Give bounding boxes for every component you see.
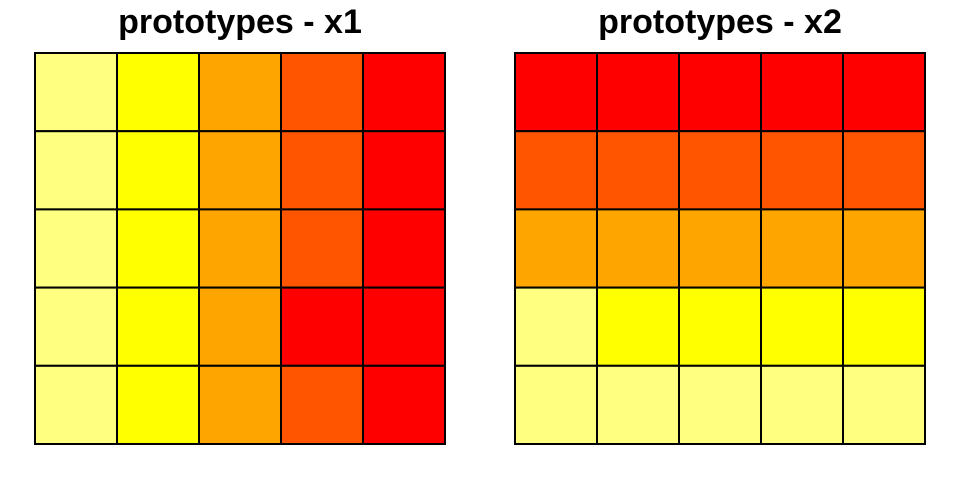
heatmap-cell-1-r3-c3 bbox=[198, 208, 282, 289]
heatmap-cell-2-r2-c5 bbox=[842, 130, 926, 211]
heatmap-cell-2-r5-c1 bbox=[514, 364, 598, 445]
heatmap-cell-2-r3-c4 bbox=[760, 208, 844, 289]
heatmap-cell-1-r3-c4 bbox=[280, 208, 364, 289]
heatmap-cell-1-r1-c1 bbox=[34, 52, 118, 133]
heatmap-cell-2-r3-c3 bbox=[678, 208, 762, 289]
chart-title-x2: prototypes - x2 bbox=[598, 3, 842, 41]
heatmap-cell-2-r1-c3 bbox=[678, 52, 762, 133]
heatmap-cell-2-r3-c1 bbox=[514, 208, 598, 289]
heatmap-cell-1-r4-c2 bbox=[116, 286, 200, 367]
heatmap-cell-1-r5-c1 bbox=[34, 364, 118, 445]
heatmap-cell-1-r5-c2 bbox=[116, 364, 200, 445]
heatmap-cell-2-r4-c1 bbox=[514, 286, 598, 367]
heatmap-cell-1-r4-c1 bbox=[34, 286, 118, 367]
heatmap-cell-1-r4-c3 bbox=[198, 286, 282, 367]
heatmap-cell-1-r2-c1 bbox=[34, 130, 118, 211]
heatmap-cell-1-r3-c5 bbox=[362, 208, 446, 289]
heatmap-cell-1-r4-c4 bbox=[280, 286, 364, 367]
heatmap-cell-1-r5-c3 bbox=[198, 364, 282, 445]
heatmap-cell-2-r2-c2 bbox=[596, 130, 680, 211]
heatmap-panel-x1 bbox=[34, 52, 446, 445]
heatmap-cell-1-r2-c2 bbox=[116, 130, 200, 211]
heatmap-cell-2-r1-c2 bbox=[596, 52, 680, 133]
heatmap-cell-2-r5-c5 bbox=[842, 364, 926, 445]
heatmap-cell-2-r1-c5 bbox=[842, 52, 926, 133]
heatmap-cell-1-r1-c3 bbox=[198, 52, 282, 133]
heatmap-cell-2-r4-c5 bbox=[842, 286, 926, 367]
heatmap-cell-1-r3-c1 bbox=[34, 208, 118, 289]
heatmap-cell-1-r2-c4 bbox=[280, 130, 364, 211]
heatmap-cell-1-r4-c5 bbox=[362, 286, 446, 367]
heatmap-cell-1-r2-c5 bbox=[362, 130, 446, 211]
heatmap-cell-2-r5-c2 bbox=[596, 364, 680, 445]
heatmap-cell-1-r1-c4 bbox=[280, 52, 364, 133]
heatmap-cell-2-r2-c4 bbox=[760, 130, 844, 211]
heatmap-cell-1-r2-c3 bbox=[198, 130, 282, 211]
heatmap-cell-2-r2-c1 bbox=[514, 130, 598, 211]
chart-title-x1: prototypes - x1 bbox=[118, 3, 362, 41]
heatmap-cell-2-r4-c4 bbox=[760, 286, 844, 367]
heatmap-cell-1-r5-c5 bbox=[362, 364, 446, 445]
heatmap-cell-2-r4-c3 bbox=[678, 286, 762, 367]
heatmap-cell-2-r4-c2 bbox=[596, 286, 680, 367]
heatmap-cell-2-r1-c4 bbox=[760, 52, 844, 133]
heatmap-cell-1-r5-c4 bbox=[280, 364, 364, 445]
heatmap-panel-x2 bbox=[514, 52, 926, 445]
heatmap-cell-2-r5-c4 bbox=[760, 364, 844, 445]
heatmap-cell-2-r3-c5 bbox=[842, 208, 926, 289]
heatmap-cell-1-r1-c2 bbox=[116, 52, 200, 133]
heatmap-cell-2-r1-c1 bbox=[514, 52, 598, 133]
heatmap-cell-2-r2-c3 bbox=[678, 130, 762, 211]
heatmap-cell-1-r1-c5 bbox=[362, 52, 446, 133]
heatmap-cell-1-r3-c2 bbox=[116, 208, 200, 289]
heatmap-cell-2-r3-c2 bbox=[596, 208, 680, 289]
heatmap-cell-2-r5-c3 bbox=[678, 364, 762, 445]
